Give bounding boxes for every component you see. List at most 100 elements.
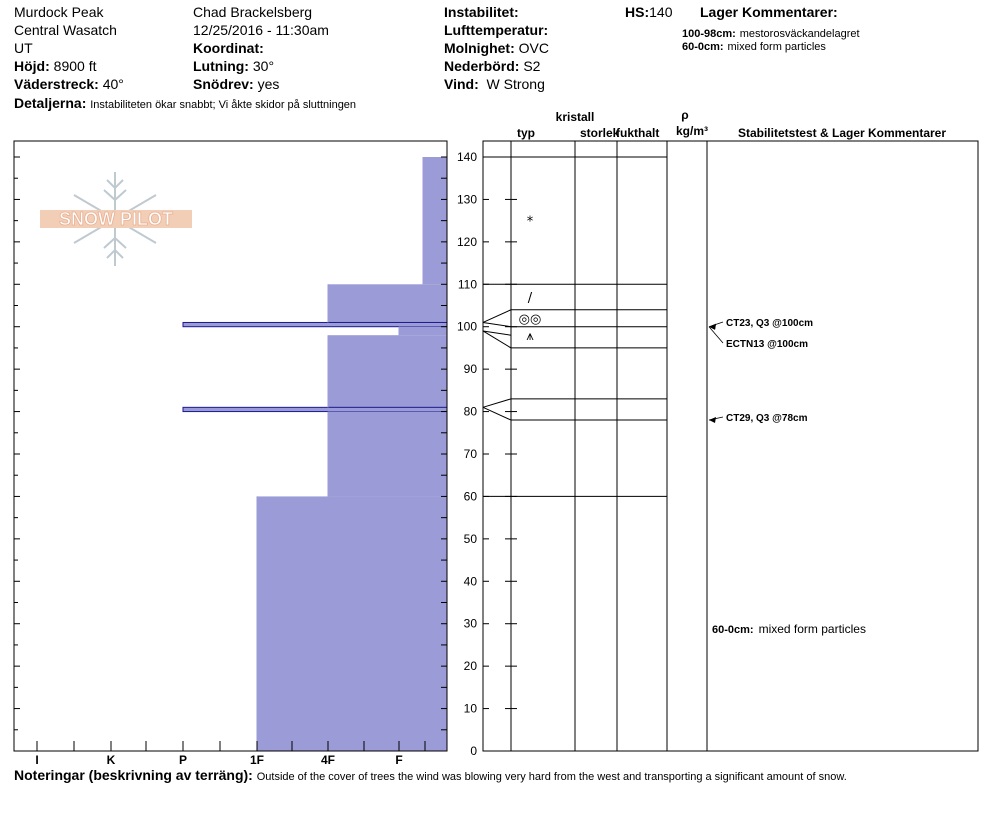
layer-boundaries (482, 156, 667, 497)
depth-tick-label: 100 (457, 320, 477, 334)
grain-symbol: ◎◎ (519, 312, 542, 327)
depth-tick-label: 20 (464, 659, 478, 673)
layer-connector (482, 406, 512, 421)
slope-label: Lutning: (193, 58, 249, 74)
wind-value: W Strong (486, 76, 545, 92)
logo-band (40, 210, 192, 228)
hardness-bar (399, 326, 447, 336)
depth-tick-label: 0 (470, 744, 477, 758)
hardness-bars (182, 157, 448, 751)
slope-value: 30° (252, 58, 275, 74)
hardness-tick-label: P (179, 753, 187, 767)
precipitation: Nederbörd: S2 (444, 58, 540, 74)
stability-comment-text: mixed form particles (759, 622, 866, 636)
hardness-tick-label: F (395, 753, 402, 767)
layer-comment-2: 60-0cm: mixed form particles (682, 37, 826, 54)
terrain-notes: Noteringar (beskrivning av terräng): Out… (14, 767, 847, 784)
layer-connector (482, 309, 512, 323)
location: Murdock Peak (14, 4, 104, 20)
table-column-lines (510, 141, 708, 751)
drift-label: Snödrev: (193, 76, 254, 92)
crystal-header: kristall (556, 110, 595, 124)
depth-tick-label: 110 (458, 277, 477, 291)
depth-tick-label: 80 (464, 405, 478, 419)
wind: Vind: W Strong (444, 76, 545, 92)
depth-tick-label: 90 (464, 362, 478, 376)
aspect-value: 40° (102, 76, 124, 92)
notes-text: Outside of the cover of trees the wind w… (256, 771, 847, 783)
hs-label: HS: (625, 4, 650, 20)
layer-comment-1: 100-98cm: mestorosväckandelagret (682, 24, 860, 41)
details: Detaljerna: Instabiliteten ökar snabbt; … (14, 95, 356, 112)
hardness-tick-label: 1F (250, 753, 264, 767)
elevation: Höjd: 8900 ft (14, 58, 96, 74)
observer: Chad Brackelsberg (193, 4, 313, 20)
type-header: typ (517, 126, 535, 140)
sky: Molnighet: OVC (444, 40, 549, 56)
stability-test-label: CT29, Q3 @78cm (726, 413, 808, 424)
elevation-label: Höjd: (14, 58, 50, 74)
depth-tick-label: 10 (464, 702, 478, 716)
grain-symbol: ⩚ (526, 329, 534, 344)
coordinate-label: Koordinat: (193, 40, 264, 56)
details-value: Instabiliteten ökar snabbt; Vi åkte skid… (90, 99, 357, 111)
depth-tick-label: 120 (457, 235, 477, 249)
layer-connector (482, 321, 512, 328)
hardness-plot-frame (13, 140, 448, 752)
drift: Snödrev: yes (193, 76, 279, 92)
layer-connector (482, 330, 512, 336)
depth-tick-label: 40 (464, 574, 478, 588)
hardness-tick-label: K (107, 753, 116, 767)
layer-table-frame (482, 140, 979, 752)
layer-comment-text: mestorosväckandelagret (739, 28, 860, 40)
sky-label: Molnighet: (444, 40, 515, 56)
hardness-bar (328, 411, 447, 497)
state: UT (14, 40, 33, 56)
test-pointer-line (708, 326, 724, 344)
grain-symbol: * (527, 215, 534, 230)
hs: HS:140 (625, 4, 672, 20)
elevation-value: 8900 ft (53, 58, 97, 74)
precip-label: Nederbörd: (444, 58, 520, 74)
hardness-tick-label: 4F (321, 753, 335, 767)
test-pointer-arrow (709, 417, 716, 424)
stability-test-label: ECTN13 @100cm (726, 339, 808, 350)
table-depth-ticks (483, 156, 517, 752)
hardness-bar (328, 335, 447, 408)
layer-comments-title: Lager Kommentarer: (700, 4, 838, 20)
precip-value: S2 (523, 58, 541, 74)
test-pointer-arrow (709, 323, 716, 330)
depth-tick-label: 30 (464, 617, 478, 631)
depth-tick-label: 60 (464, 489, 478, 503)
depth-tick-label: 130 (457, 192, 477, 206)
stability-test-label: CT23, Q3 @100cm (726, 318, 813, 329)
layer-connector (482, 330, 512, 349)
size-header: storlek (580, 126, 620, 140)
depth-tick-label: 50 (464, 532, 478, 546)
hardness-bar (182, 321, 448, 328)
layer-comment-text: mixed form particles (727, 41, 826, 53)
grain-symbol: / (528, 291, 533, 306)
stability-tests: CT23, Q3 @100cm ECTN13 @100cm CT29, Q3 @78… (708, 318, 813, 424)
hardness-axis: I K P 1F 4F F (35, 741, 426, 767)
hardness-tick-label: I (35, 753, 38, 767)
notes-label: Noteringar (beskrivning av terräng): (14, 767, 253, 783)
aspect-label: Väderstreck: (14, 76, 99, 92)
hs-value: 140 (649, 4, 673, 20)
depth-tick-label: 140 (457, 150, 477, 164)
layer-comment-range: 60-0cm: (682, 41, 724, 53)
drift-value: yes (257, 76, 280, 92)
density-unit: kg/m³ (676, 124, 708, 138)
depth-tick-label: 70 (464, 447, 478, 461)
instability-label: Instabilitet: (444, 4, 519, 20)
layer-comment-range: 100-98cm: (682, 28, 736, 40)
mountain-range: Central Wasatch (14, 22, 117, 38)
wind-label: Vind: (444, 76, 479, 92)
airtemp-label: Lufttemperatur: (444, 22, 549, 38)
stability-header: Stabilitetstest & Lager Kommentarer (738, 126, 946, 140)
details-label: Detaljerna: (14, 95, 87, 111)
layer-connector (482, 398, 512, 408)
aspect: Väderstreck: 40° (14, 76, 124, 92)
snowpilot-logo: SNOW PILOT (40, 172, 192, 266)
